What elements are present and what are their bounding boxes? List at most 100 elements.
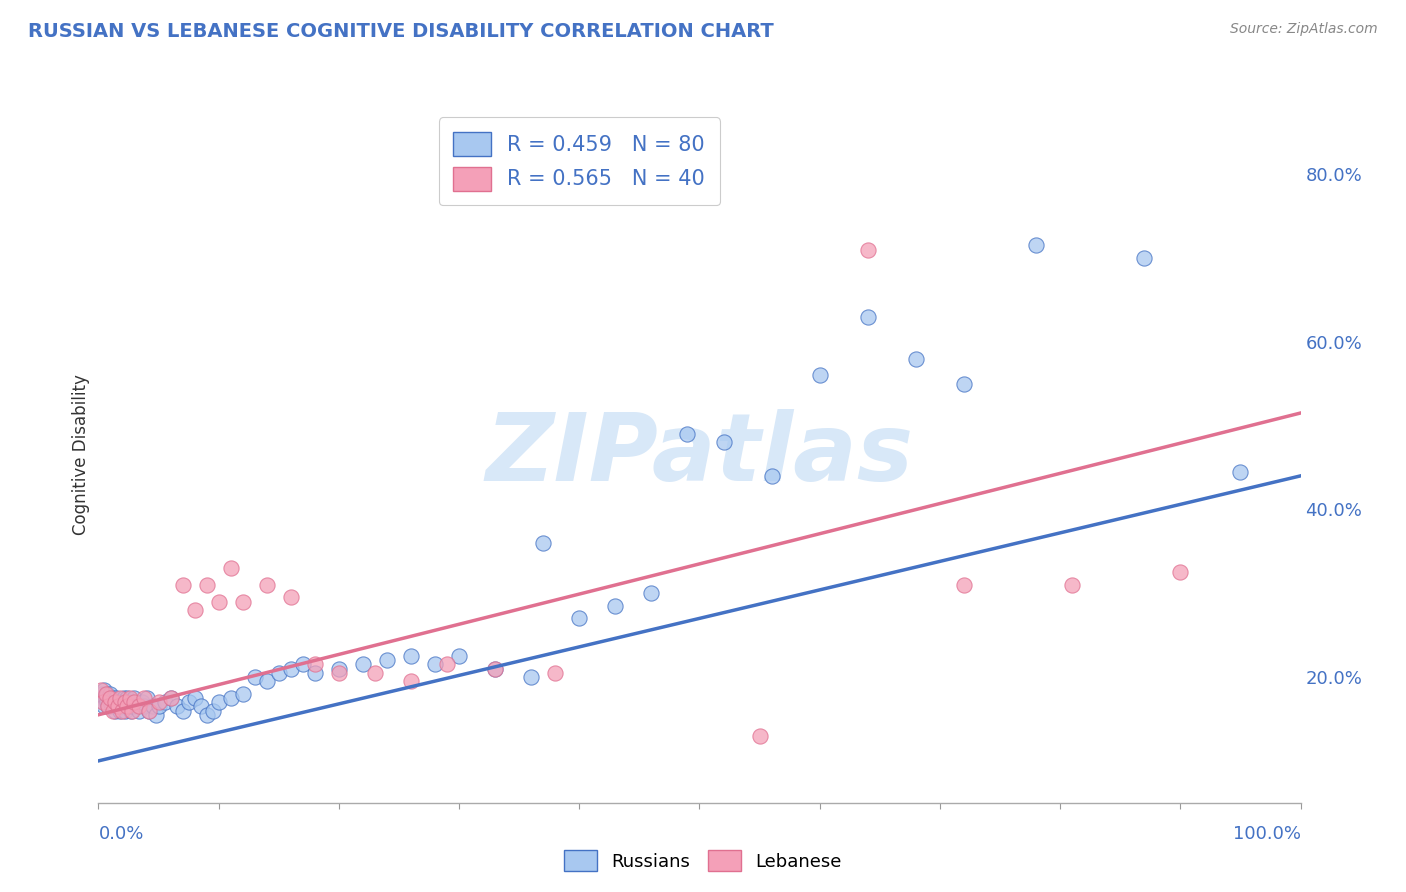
Point bbox=[141, 699, 163, 714]
Point bbox=[145, 707, 167, 722]
Point bbox=[364, 665, 387, 680]
Point bbox=[1062, 578, 1084, 592]
Point bbox=[291, 657, 314, 672]
Point bbox=[183, 603, 205, 617]
Point bbox=[484, 662, 506, 676]
Point bbox=[90, 691, 112, 706]
Point bbox=[531, 536, 554, 550]
Point bbox=[120, 704, 142, 718]
Point bbox=[110, 695, 132, 709]
Point bbox=[104, 695, 127, 709]
Point bbox=[96, 687, 118, 701]
Point bbox=[267, 665, 290, 680]
Y-axis label: Cognitive Disability: Cognitive Disability bbox=[72, 375, 90, 535]
Point bbox=[131, 695, 153, 709]
Point bbox=[93, 682, 115, 697]
Point bbox=[96, 695, 118, 709]
Point bbox=[93, 699, 115, 714]
Point bbox=[243, 670, 266, 684]
Point bbox=[114, 704, 136, 718]
Point bbox=[108, 695, 131, 709]
Point bbox=[159, 691, 181, 706]
Point bbox=[761, 468, 783, 483]
Point bbox=[520, 670, 543, 684]
Point bbox=[304, 665, 326, 680]
Point bbox=[304, 657, 326, 672]
Point bbox=[128, 699, 150, 714]
Text: ZIPatlas: ZIPatlas bbox=[485, 409, 914, 501]
Point bbox=[138, 704, 160, 718]
Point bbox=[107, 699, 129, 714]
Point bbox=[101, 704, 124, 718]
Point bbox=[748, 729, 770, 743]
Point bbox=[124, 695, 146, 709]
Point bbox=[856, 310, 879, 324]
Point bbox=[904, 351, 927, 366]
Point bbox=[100, 687, 122, 701]
Point bbox=[447, 649, 470, 664]
Point bbox=[399, 649, 422, 664]
Text: Source: ZipAtlas.com: Source: ZipAtlas.com bbox=[1230, 22, 1378, 37]
Point bbox=[399, 674, 422, 689]
Point bbox=[94, 687, 117, 701]
Point bbox=[208, 695, 231, 709]
Point bbox=[105, 691, 128, 706]
Point bbox=[484, 662, 506, 676]
Point bbox=[953, 376, 976, 391]
Text: 0.0%: 0.0% bbox=[98, 825, 143, 843]
Point bbox=[808, 368, 831, 383]
Point bbox=[148, 695, 170, 709]
Point bbox=[117, 691, 139, 706]
Point bbox=[280, 591, 302, 605]
Point bbox=[148, 699, 170, 714]
Point bbox=[568, 611, 591, 625]
Point bbox=[256, 674, 278, 689]
Point bbox=[159, 691, 181, 706]
Point bbox=[90, 682, 112, 697]
Point bbox=[97, 699, 120, 714]
Point bbox=[132, 691, 155, 706]
Point bbox=[232, 687, 254, 701]
Point bbox=[375, 653, 398, 667]
Point bbox=[108, 691, 131, 706]
Point bbox=[208, 594, 231, 608]
Point bbox=[953, 578, 976, 592]
Point bbox=[135, 691, 157, 706]
Point bbox=[104, 704, 127, 718]
Point bbox=[436, 657, 458, 672]
Point bbox=[201, 704, 224, 718]
Point bbox=[1133, 251, 1156, 265]
Text: 100.0%: 100.0% bbox=[1233, 825, 1301, 843]
Point bbox=[138, 704, 160, 718]
Point bbox=[91, 695, 114, 709]
Point bbox=[100, 691, 122, 706]
Point bbox=[100, 699, 122, 714]
Point bbox=[112, 691, 135, 706]
Point bbox=[1229, 465, 1251, 479]
Point bbox=[121, 704, 143, 718]
Point bbox=[195, 578, 218, 592]
Point bbox=[190, 699, 212, 714]
Point bbox=[101, 691, 124, 706]
Point bbox=[111, 699, 134, 714]
Point bbox=[640, 586, 662, 600]
Point bbox=[232, 594, 254, 608]
Point bbox=[98, 691, 121, 706]
Legend: R = 0.459   N = 80, R = 0.565   N = 40: R = 0.459 N = 80, R = 0.565 N = 40 bbox=[439, 118, 720, 205]
Point bbox=[280, 662, 302, 676]
Point bbox=[1170, 566, 1192, 580]
Point bbox=[328, 662, 350, 676]
Point bbox=[856, 243, 879, 257]
Point bbox=[183, 691, 205, 706]
Point bbox=[166, 699, 188, 714]
Point bbox=[97, 699, 120, 714]
Point bbox=[128, 704, 150, 718]
Legend: Russians, Lebanese: Russians, Lebanese bbox=[557, 843, 849, 879]
Point bbox=[121, 699, 143, 714]
Point bbox=[114, 695, 136, 709]
Point bbox=[328, 665, 350, 680]
Point bbox=[423, 657, 446, 672]
Point bbox=[1025, 238, 1047, 252]
Point bbox=[177, 695, 200, 709]
Point bbox=[108, 704, 131, 718]
